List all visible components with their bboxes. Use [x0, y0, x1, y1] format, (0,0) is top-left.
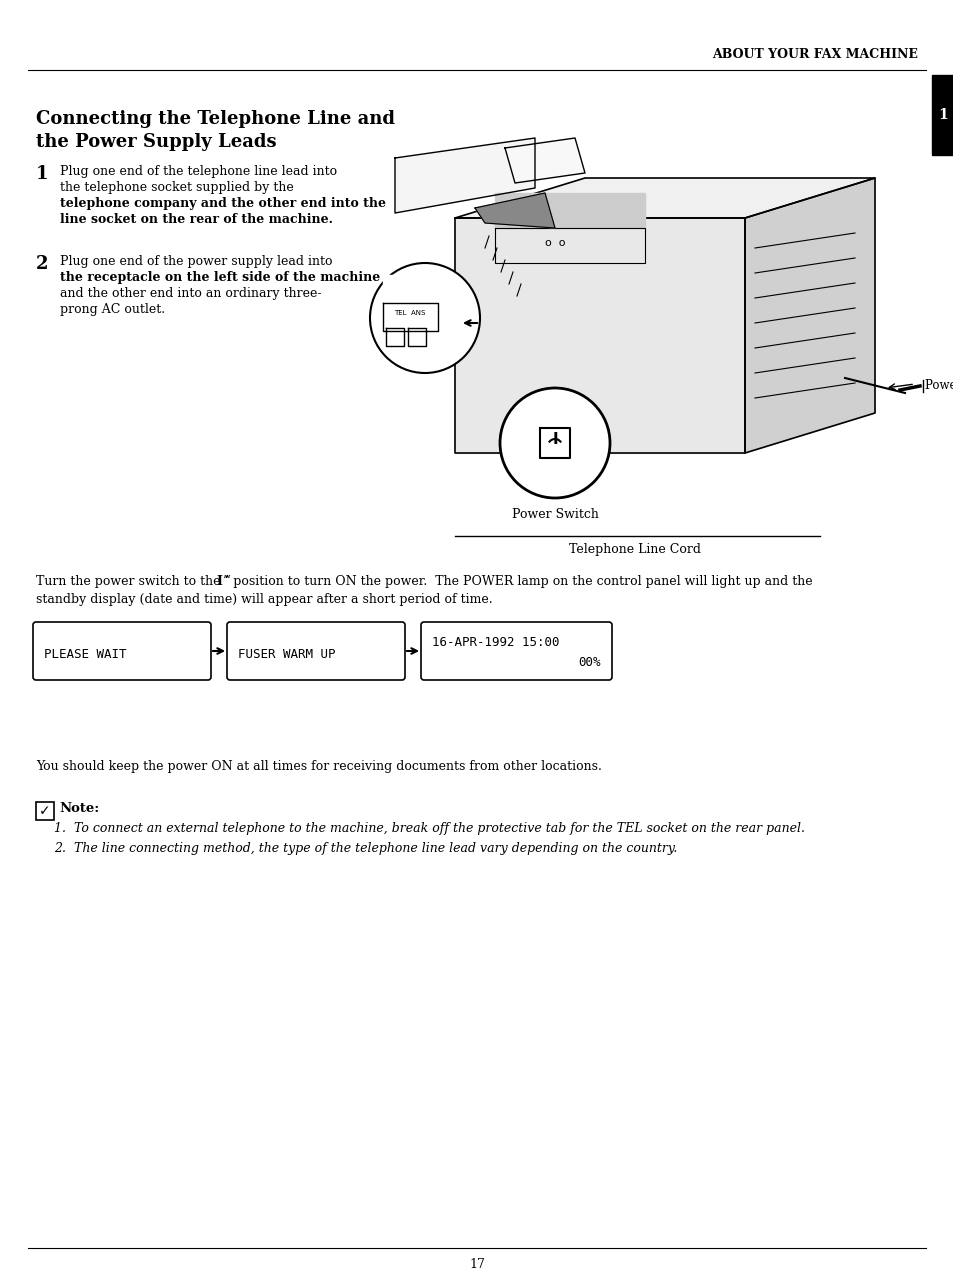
Text: I: I — [215, 576, 222, 588]
Polygon shape — [475, 194, 555, 228]
Text: PLEASE WAIT: PLEASE WAIT — [44, 647, 127, 660]
Text: prong AC outlet.: prong AC outlet. — [60, 303, 165, 315]
Bar — [931, 76, 953, 155]
Text: 17: 17 — [469, 1258, 484, 1270]
Polygon shape — [455, 178, 874, 218]
Bar — [382, 276, 437, 303]
Bar — [36, 803, 54, 820]
Text: line socket on the rear of the machine.: line socket on the rear of the machine. — [60, 213, 333, 226]
Polygon shape — [744, 178, 874, 453]
Text: Power Supply Cord: Power Supply Cord — [924, 379, 953, 392]
Bar — [539, 397, 569, 428]
Text: ABOUT YOUR FAX MACHINE: ABOUT YOUR FAX MACHINE — [711, 47, 917, 60]
Text: the Power Supply Leads: the Power Supply Leads — [36, 133, 276, 151]
Text: ✓: ✓ — [39, 804, 51, 818]
Polygon shape — [395, 138, 535, 213]
Text: Plug one end of the power supply lead into: Plug one end of the power supply lead in… — [60, 255, 333, 268]
Text: 2: 2 — [36, 255, 49, 273]
Text: 2.  The line connecting method, the type of the telephone line lead vary dependi: 2. The line connecting method, the type … — [54, 842, 677, 855]
Text: Connecting the Telephone Line and: Connecting the Telephone Line and — [36, 110, 395, 128]
Text: 1: 1 — [36, 165, 49, 183]
Text: the receptacle on the left side of the machine: the receptacle on the left side of the m… — [60, 271, 380, 285]
Text: Turn the power switch to the “: Turn the power switch to the “ — [36, 576, 231, 588]
Text: and the other end into an ordinary three-: and the other end into an ordinary three… — [60, 287, 321, 300]
Text: 00%: 00% — [578, 656, 600, 669]
Text: o  o: o o — [544, 238, 565, 247]
FancyBboxPatch shape — [33, 622, 211, 679]
Bar — [408, 310, 426, 328]
Text: Plug one end of the telephone line lead into: Plug one end of the telephone line lead … — [60, 165, 336, 178]
Bar — [386, 310, 403, 328]
Text: standby display (date and time) will appear after a short period of time.: standby display (date and time) will app… — [36, 594, 492, 606]
Text: You should keep the power ON at all times for receiving documents from other loc: You should keep the power ON at all time… — [36, 760, 601, 773]
Text: TEL  ANS: TEL ANS — [394, 310, 425, 315]
Circle shape — [370, 263, 479, 373]
FancyBboxPatch shape — [227, 622, 405, 679]
Text: ” position to turn ON the power.  The POWER lamp on the control panel will light: ” position to turn ON the power. The POW… — [223, 576, 812, 588]
Text: the telephone socket supplied by the: the telephone socket supplied by the — [60, 181, 294, 194]
Text: Note:: Note: — [59, 803, 99, 815]
Text: telephone company and the other end into the: telephone company and the other end into… — [60, 197, 386, 210]
Polygon shape — [504, 138, 584, 183]
Bar — [495, 194, 644, 228]
Text: FUSER WARM UP: FUSER WARM UP — [237, 647, 335, 660]
FancyBboxPatch shape — [420, 622, 612, 679]
Text: Telephone Line Cord: Telephone Line Cord — [568, 544, 700, 556]
Circle shape — [499, 388, 609, 497]
Text: 1.  To connect an external telephone to the machine, break off the protective ta: 1. To connect an external telephone to t… — [54, 822, 804, 835]
Text: I: I — [552, 432, 558, 447]
Text: 16-APR-1992 15:00: 16-APR-1992 15:00 — [432, 636, 558, 650]
Polygon shape — [455, 218, 744, 453]
Text: Power Switch: Power Switch — [511, 508, 598, 520]
Text: 1: 1 — [937, 108, 947, 122]
